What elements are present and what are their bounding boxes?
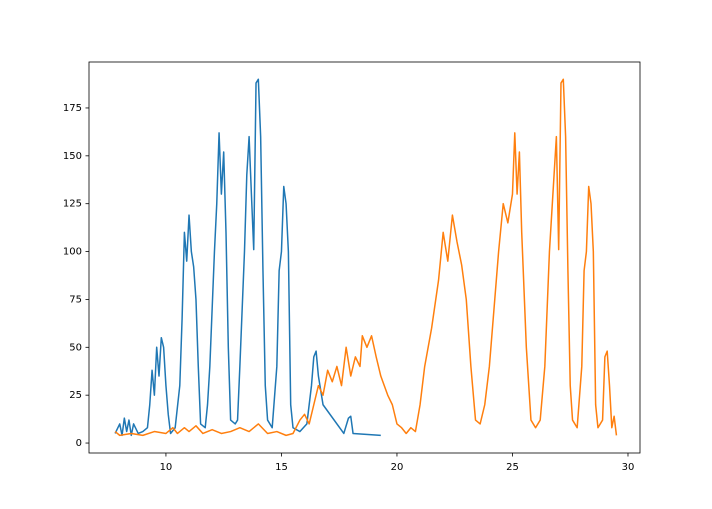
plot-area xyxy=(89,62,640,453)
y-tick-label: 0 xyxy=(76,438,82,449)
x-tick-label: 30 xyxy=(622,462,635,473)
y-tick-label: 25 xyxy=(69,390,82,401)
x-tick-label: 15 xyxy=(275,462,288,473)
y-tick-label: 175 xyxy=(63,103,82,114)
y-tick-label: 50 xyxy=(69,342,82,353)
x-tick-label: 10 xyxy=(160,462,173,473)
x-tick-label: 20 xyxy=(391,462,404,473)
y-tick-label: 125 xyxy=(63,199,82,210)
lines xyxy=(114,78,618,437)
line-series xyxy=(114,78,618,437)
axes-frame xyxy=(88,61,641,454)
y-tick-label: 75 xyxy=(69,294,82,305)
x-tick-label: 25 xyxy=(506,462,519,473)
y-tick-label: 150 xyxy=(63,151,82,162)
y-tick-label: 100 xyxy=(63,247,82,258)
line-series xyxy=(114,78,381,437)
